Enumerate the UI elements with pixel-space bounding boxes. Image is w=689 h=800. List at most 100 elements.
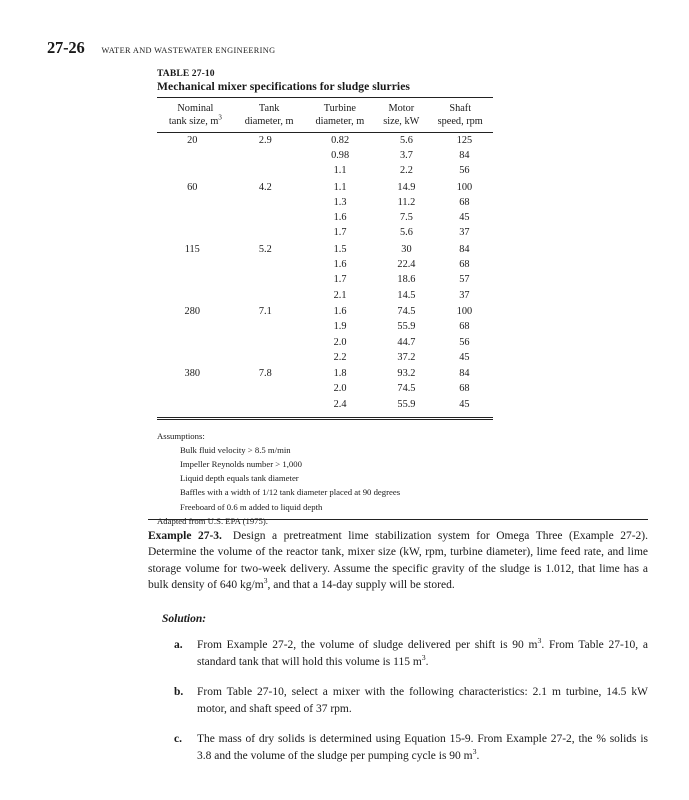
column-header-tank-diameter: Tank diameter, m — [234, 98, 305, 131]
cell-shaft-speed: 37 — [459, 289, 470, 301]
assumption-item: Freeboard of 0.6 m added to liquid depth — [180, 501, 323, 512]
table-source-note: Adapted from U.S. EPA (1975). — [157, 516, 268, 527]
cell-tank-diameter — [228, 273, 304, 288]
assumption-item: Baffles with a width of 1/12 tank diamet… — [180, 487, 401, 498]
table-row: 0.98 3.7 84 — [157, 149, 493, 164]
cell-nominal-tank-size — [157, 258, 228, 273]
cell-turbine-diameter: 0.98 — [331, 149, 350, 161]
table-row: 1.9 55.9 68 — [157, 320, 493, 335]
cell-nominal-tank-size — [157, 382, 228, 397]
solution-item-marker: c. — [174, 733, 182, 746]
cell-motor-size: 93.2 — [397, 368, 416, 380]
book-title: WATER AND WASTEWATER ENGINEERING — [101, 46, 276, 55]
cell-tank-diameter — [228, 164, 304, 179]
assumption-item: Impeller Reynolds number > 1,000 — [180, 459, 302, 470]
cell-turbine-diameter: 1.3 — [333, 196, 347, 208]
header-line-1: Shaft — [449, 103, 472, 114]
table-number: TABLE 27-10 — [157, 68, 215, 79]
cell-tank-diameter — [228, 211, 304, 226]
cell-shaft-speed: 56 — [459, 336, 470, 348]
table-row: 2.0 44.7 56 — [157, 335, 493, 350]
table-row: 1.6 22.4 68 — [157, 258, 493, 273]
cell-turbine-diameter: 2.2 — [333, 351, 347, 363]
cell-turbine-diameter: 1.8 — [333, 368, 347, 380]
cell-nominal-tank-size — [157, 397, 228, 412]
table-body: 20 2.9 0.82 5.6 125 0.98 3.7 84 1.1 2.2 56 60 4.2 1.1… — [157, 133, 493, 412]
cell-nominal-tank-size — [157, 149, 228, 164]
cell-turbine-diameter: 0.82 — [331, 134, 350, 146]
cell-shaft-speed: 37 — [459, 227, 470, 239]
cell-turbine-diameter: 1.7 — [333, 274, 347, 286]
solution-item-text: From Table 27-10, select a mixer with th… — [197, 686, 648, 715]
cell-motor-size: 44.7 — [397, 336, 416, 348]
example-top-rule — [148, 519, 648, 520]
cell-motor-size: 37.2 — [397, 351, 416, 363]
table-row: 1.7 18.6 57 — [157, 273, 493, 288]
cell-nominal-tank-size: 20 — [187, 134, 198, 146]
cell-shaft-speed: 84 — [459, 243, 470, 255]
specifications-table: Nominal tank size, m3 Tank diameter, m T… — [157, 98, 493, 131]
cell-shaft-speed: 56 — [459, 165, 470, 177]
cell-nominal-tank-size — [157, 196, 228, 211]
table-title: Mechanical mixer specifications for slud… — [157, 80, 410, 93]
cell-shaft-speed: 100 — [456, 305, 473, 317]
cell-turbine-diameter: 1.6 — [333, 305, 347, 317]
solution-list: a. From Example 27-2, the volume of sludg… — [162, 637, 648, 764]
example-block: Example 27-3. Design a pretreatment lime … — [148, 519, 648, 593]
solution-item: b. From Table 27-10, select a mixer with … — [162, 684, 648, 717]
cell-turbine-diameter: 2.1 — [333, 289, 347, 301]
running-head: 27-26 WATER AND WASTEWATER ENGINEERING — [47, 38, 275, 58]
cell-nominal-tank-size — [157, 164, 228, 179]
cell-tank-diameter — [228, 350, 304, 365]
cell-shaft-speed: 57 — [459, 274, 470, 286]
table-row: 380 7.8 1.8 93.2 84 — [157, 366, 493, 382]
header-line-2: size, kW — [383, 116, 420, 128]
cell-motor-size: 2.2 — [400, 165, 413, 177]
cell-motor-size: 11.2 — [397, 196, 416, 208]
table-row: 1.7 5.6 37 — [157, 226, 493, 241]
cell-motor-size: 14.9 — [397, 181, 416, 193]
example-text-part-1: Design a pretreatment lime stabilization… — [148, 530, 648, 591]
table-top-rule — [157, 97, 493, 98]
table-row: 280 7.1 1.6 74.5 100 — [157, 304, 493, 320]
cell-tank-diameter: 2.9 — [258, 134, 272, 146]
cell-nominal-tank-size — [157, 226, 228, 241]
cell-nominal-tank-size — [157, 273, 228, 288]
text-run: The mass of dry solids is determined usi… — [197, 733, 648, 762]
solution-item-text: The mass of dry solids is determined usi… — [197, 733, 648, 762]
cell-nominal-tank-size: 60 — [187, 181, 198, 193]
example-label: Example 27-3. — [148, 530, 222, 542]
cell-nominal-tank-size — [157, 320, 228, 335]
table-row: 1.1 2.2 56 — [157, 164, 493, 179]
table-row: 2.0 74.5 68 — [157, 382, 493, 397]
unit-exponent: 3 — [472, 746, 477, 756]
cell-turbine-diameter: 1.5 — [333, 243, 347, 255]
cell-shaft-speed: 100 — [456, 181, 473, 193]
table-header-row: Nominal tank size, m3 Tank diameter, m T… — [157, 98, 493, 131]
unit-exponent: 3 — [537, 636, 542, 646]
cell-tank-diameter — [228, 226, 304, 241]
assumptions-label: Assumptions: — [157, 431, 205, 442]
solution-item: c. The mass of dry solids is determined u… — [162, 731, 648, 764]
cell-motor-size: 74.5 — [397, 383, 416, 395]
table-row: 1.3 11.2 68 — [157, 196, 493, 211]
cell-turbine-diameter: 1.6 — [333, 212, 347, 224]
text-run: . From Table 27-10, a standard tank that… — [197, 639, 648, 668]
table-assumptions: Assumptions: Bulk fluid velocity > 8.5 m… — [157, 429, 493, 528]
cell-turbine-diameter: 2.0 — [333, 383, 347, 395]
header-line-2: diameter, m — [315, 116, 365, 128]
example-text-superscript: 3 — [263, 576, 268, 586]
table-row: 2.1 14.5 37 — [157, 288, 493, 303]
assumption-item: Liquid depth equals tank diameter — [180, 473, 299, 484]
cell-shaft-speed: 45 — [459, 212, 470, 224]
header-line-2: tank size, m — [168, 116, 219, 128]
solution-item-marker: b. — [174, 686, 184, 699]
header-line-1: Turbine — [323, 103, 356, 114]
table-row: 20 2.9 0.82 5.6 125 — [157, 133, 493, 148]
cell-tank-diameter — [228, 397, 304, 412]
assumptions-list: Bulk fluid velocity > 8.5 m/min Impeller … — [157, 443, 493, 513]
table-block: TABLE 27-10 Mechanical mixer specificati… — [157, 68, 493, 528]
solution-heading: Solution: — [162, 613, 207, 625]
text-run: . — [476, 749, 480, 762]
